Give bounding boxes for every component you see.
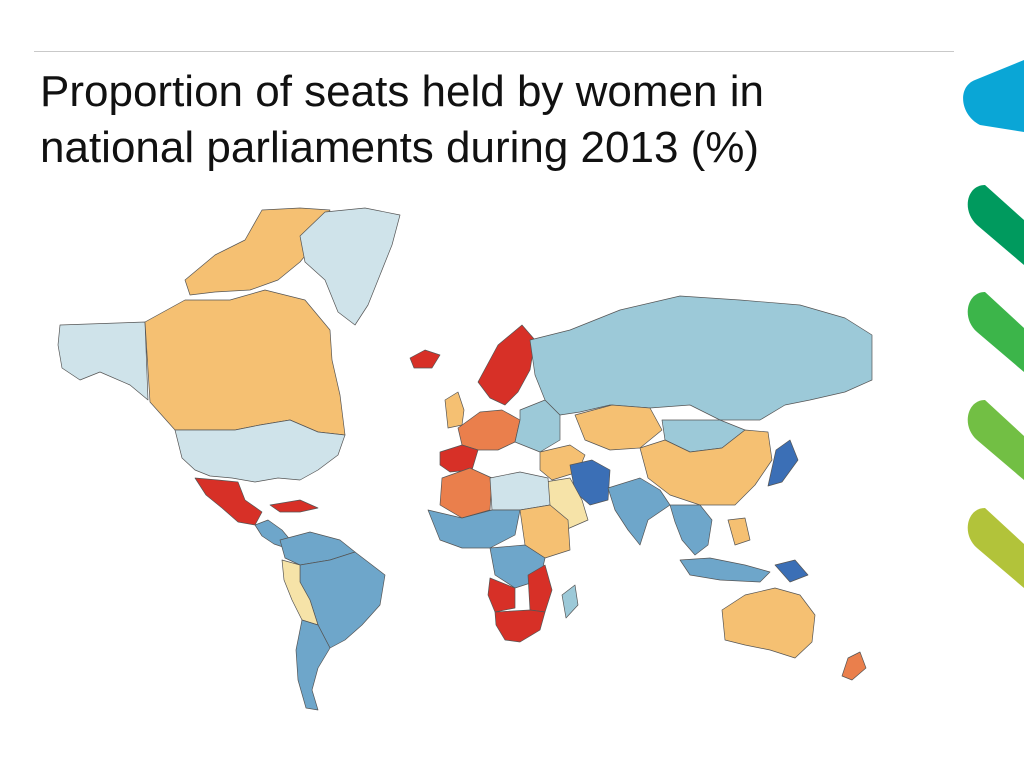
region-mexico — [194, 477, 263, 526]
region-western-europe — [457, 409, 521, 451]
region-iceland — [409, 349, 441, 369]
region-southeast-asia — [669, 504, 713, 556]
decoration-stripe-5 — [967, 508, 1024, 588]
region-greenland — [299, 207, 401, 326]
slide-title-line-2: national parliaments during 2013 (%) — [40, 123, 760, 172]
region-madagascar — [561, 584, 579, 619]
region-north-africa-east — [489, 471, 551, 511]
region-argentina-chile — [295, 619, 331, 711]
title-rule — [34, 51, 954, 52]
region-usa — [174, 419, 346, 483]
world-map — [55, 205, 873, 715]
region-kazakhstan — [574, 404, 663, 451]
region-japan — [767, 439, 799, 487]
region-mozambique — [527, 564, 553, 613]
region-new-zealand — [841, 651, 867, 681]
slide-title-line-1: Proportion of seats held by women in — [40, 67, 764, 116]
region-australia — [721, 587, 816, 659]
region-scandinavia — [477, 324, 536, 406]
region-uk — [444, 391, 465, 429]
decoration-stripe-4 — [967, 400, 1024, 480]
decoration-stripe-3 — [967, 292, 1024, 372]
decoration-stripe-2 — [967, 185, 1024, 265]
region-southern-africa — [494, 609, 546, 643]
region-china — [639, 429, 773, 506]
region-caribbean — [269, 499, 319, 513]
region-papua — [774, 559, 809, 583]
region-angola — [487, 577, 516, 613]
region-alaska — [57, 321, 149, 401]
region-south-asia — [607, 477, 671, 546]
decorative-stripes — [955, 60, 1024, 600]
region-philippines — [727, 517, 751, 546]
region-north-africa-west — [439, 467, 493, 519]
region-sahel — [427, 509, 521, 549]
slide-title: Proportion of seats held by women in nat… — [40, 64, 920, 176]
region-russia — [529, 295, 873, 421]
region-indonesia — [679, 557, 771, 583]
region-iberia — [439, 444, 479, 473]
decoration-stripe-1 — [963, 60, 1024, 132]
region-canada — [144, 289, 346, 436]
world-map-svg — [57, 207, 873, 711]
